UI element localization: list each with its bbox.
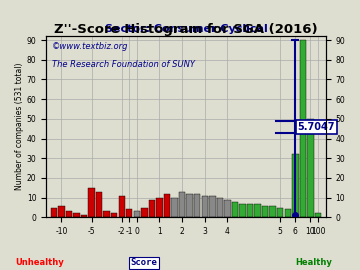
Bar [171, 198, 178, 217]
Text: 5.7047: 5.7047 [298, 122, 335, 132]
Bar [103, 211, 110, 217]
Bar [179, 192, 185, 217]
Bar [73, 214, 80, 217]
Bar [126, 210, 132, 217]
Bar [292, 154, 298, 217]
Bar [96, 192, 102, 217]
Bar [307, 119, 314, 217]
Text: Sector: Consumer Cyclical: Sector: Consumer Cyclical [104, 24, 267, 34]
Text: Healthy: Healthy [295, 258, 332, 267]
Bar [164, 194, 170, 217]
Bar [209, 196, 216, 217]
Bar [186, 194, 193, 217]
Bar [66, 211, 72, 217]
Bar [217, 198, 223, 217]
Text: Score: Score [131, 258, 157, 267]
Bar [111, 214, 117, 217]
Bar [202, 196, 208, 217]
Bar [194, 194, 201, 217]
Bar [51, 208, 57, 217]
Bar [247, 204, 253, 217]
Text: Unhealthy: Unhealthy [15, 258, 64, 267]
Bar [270, 205, 276, 217]
Bar [88, 188, 95, 217]
Text: ©www.textbiz.org: ©www.textbiz.org [52, 42, 128, 50]
Text: The Research Foundation of SUNY: The Research Foundation of SUNY [52, 60, 195, 69]
Bar [141, 208, 148, 217]
Bar [262, 205, 268, 217]
Bar [300, 40, 306, 217]
Bar [284, 210, 291, 217]
Bar [58, 205, 64, 217]
Bar [232, 202, 238, 217]
Bar [277, 208, 283, 217]
Bar [255, 204, 261, 217]
Y-axis label: Number of companies (531 total): Number of companies (531 total) [15, 63, 24, 191]
Bar [239, 204, 246, 217]
Bar [118, 196, 125, 217]
Title: Z''-Score Histogram for SGA (2016): Z''-Score Histogram for SGA (2016) [54, 23, 318, 36]
Bar [156, 198, 163, 217]
Bar [224, 200, 231, 217]
Bar [81, 215, 87, 217]
Bar [149, 200, 155, 217]
Bar [134, 211, 140, 217]
Bar [315, 214, 321, 217]
